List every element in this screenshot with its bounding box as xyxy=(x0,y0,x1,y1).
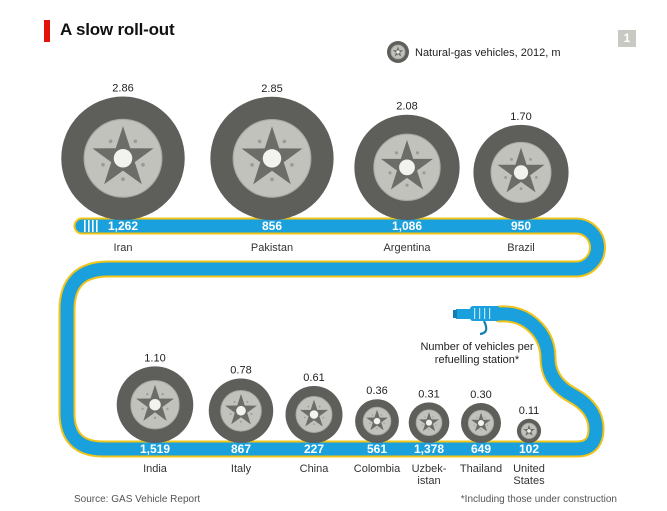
value-label-iran: 2.86 xyxy=(112,83,133,95)
value-label-india: 1.10 xyxy=(144,352,165,364)
country-label-pakistan: Pakistan xyxy=(251,242,293,254)
fuel-nozzle-icon xyxy=(453,306,500,336)
value-label-italy: 0.78 xyxy=(230,365,251,377)
value-label-argentina: 2.08 xyxy=(396,101,417,113)
station-label-china: 227 xyxy=(304,442,324,456)
annotation-line-2: refuelling station* xyxy=(435,354,520,366)
station-label-thailand: 649 xyxy=(471,442,491,456)
station-label-iran: 1,262 xyxy=(108,219,138,233)
wheel-colombia xyxy=(355,399,399,443)
legend-label: Natural-gas vehicles, 2012, m xyxy=(415,47,561,59)
wheel-italy xyxy=(208,378,274,443)
accent-bar xyxy=(44,20,50,42)
value-label-brazil: 1.70 xyxy=(510,111,531,123)
chart-title: A slow roll-out xyxy=(60,20,175,39)
station-label-uzbek-istan: 1,378 xyxy=(414,442,444,456)
country-label-colombia: Colombia xyxy=(354,463,401,475)
country-label-united-states: United States xyxy=(513,463,545,487)
station-label-italy: 867 xyxy=(231,442,251,456)
source-note: Source: GAS Vehicle Report xyxy=(74,494,201,505)
wheel-pakistan xyxy=(210,96,334,220)
wheel-uzbek-istan xyxy=(408,402,450,444)
wheel-thailand xyxy=(461,403,501,443)
station-label-pakistan: 856 xyxy=(262,219,282,233)
country-label-uzbek-istan: Uzbek-istan xyxy=(412,463,447,487)
wheel-argentina xyxy=(354,114,460,220)
label-layer: 2.86 1,262 Iran 2.85 856 Pakistan 2.08 1,086 Arg… xyxy=(108,83,545,487)
wheel-china xyxy=(285,385,343,443)
wheel-layer xyxy=(61,96,569,444)
country-label-brazil: Brazil xyxy=(507,242,535,254)
value-label-pakistan: 2.85 xyxy=(261,83,282,95)
station-label-united-states: 102 xyxy=(519,442,539,456)
value-label-thailand: 0.30 xyxy=(470,389,491,401)
country-label-argentina: Argentina xyxy=(383,242,431,254)
footnote: *Including those under construction xyxy=(460,494,617,505)
station-label-argentina: 1,086 xyxy=(392,219,422,233)
value-label-united-states: 0.11 xyxy=(519,405,540,417)
legend-wheel-icon xyxy=(387,41,409,63)
value-label-uzbek-istan: 0.31 xyxy=(418,388,439,400)
station-label-brazil: 950 xyxy=(511,219,531,233)
annotation-line-1: Number of vehicles per xyxy=(420,341,533,353)
station-label-colombia: 561 xyxy=(367,442,387,456)
value-label-china: 0.61 xyxy=(303,372,324,384)
wheel-united-states xyxy=(516,418,542,443)
country-label-india: India xyxy=(143,463,168,475)
wheel-brazil xyxy=(473,124,569,220)
country-label-thailand: Thailand xyxy=(460,463,502,475)
legend: Natural-gas vehicles, 2012, m xyxy=(387,41,561,63)
country-label-italy: Italy xyxy=(231,463,252,475)
station-label-india: 1,519 xyxy=(140,442,170,456)
country-label-iran: Iran xyxy=(114,242,133,254)
country-label-china: China xyxy=(300,463,330,475)
value-label-colombia: 0.36 xyxy=(366,385,387,397)
wheel-iran xyxy=(61,96,185,220)
chart-number-badge: 1 xyxy=(618,30,636,47)
wheel-india xyxy=(116,366,194,443)
pipe-layer xyxy=(58,217,606,458)
